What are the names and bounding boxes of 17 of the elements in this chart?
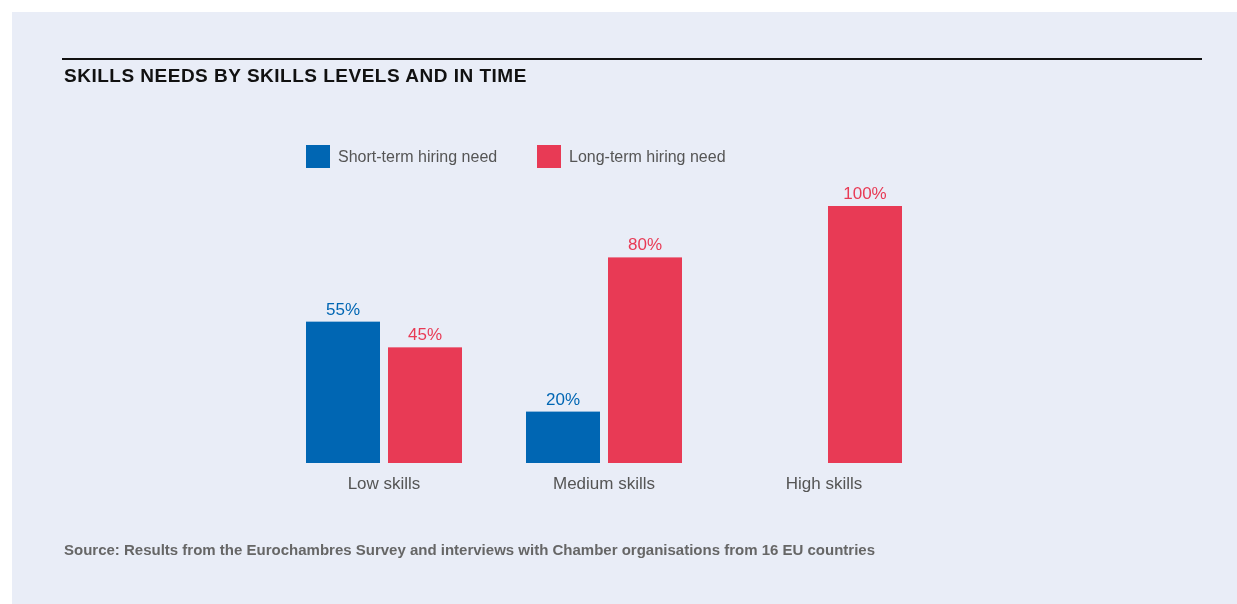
data-label: 45%: [407, 325, 443, 345]
data-label: 55%: [325, 299, 361, 319]
source-note: Source: Results from the Eurochambres Survey and interviews with Chamber organisations from 16 EU countries: [64, 541, 876, 558]
bar: [526, 411, 600, 463]
legend-label: Short-term hiring need: [338, 148, 498, 165]
chart-title: SKILLS NEEDS BY SKILLS LEVELS AND IN TIME: [64, 65, 527, 86]
legend-label: Long-term hiring need: [569, 148, 726, 165]
bar: [828, 206, 902, 463]
x-tick-label: Medium skills: [552, 474, 656, 493]
data-label: 80%: [627, 235, 663, 255]
bar: [388, 347, 462, 463]
x-tick-label: Low skills: [347, 474, 421, 493]
bar: [306, 321, 380, 463]
x-tick-label: High skills: [785, 474, 863, 493]
data-label: 100%: [843, 184, 887, 203]
bar: [608, 257, 682, 463]
data-label: 20%: [545, 389, 581, 409]
